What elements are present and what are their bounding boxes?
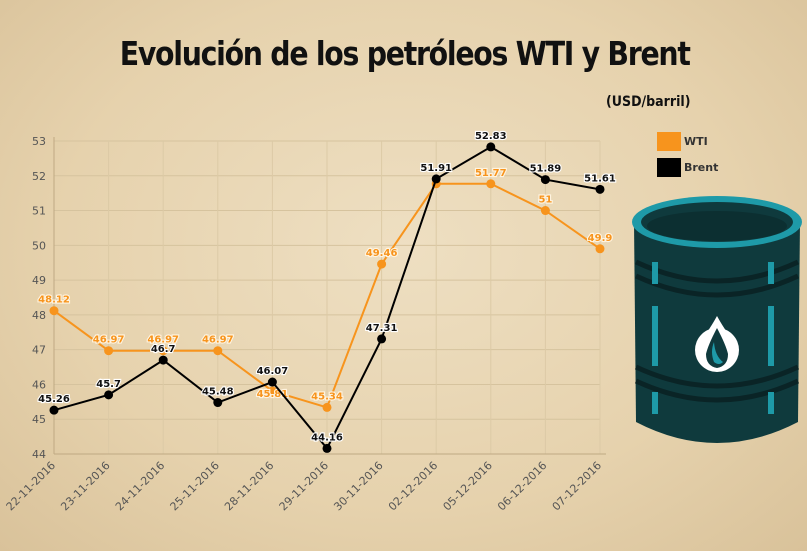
data-point: [486, 179, 496, 189]
legend-label-brent: Brent: [684, 160, 719, 174]
oil-drop-icon: [695, 316, 739, 372]
data-point: [322, 402, 332, 412]
series-brent: 45.26 45.7 46.7 45.48 46.07 44.16 47.31 51.91 52…: [37, 130, 617, 453]
legend: WTI Brent: [657, 128, 718, 180]
legend-label-wti: WTI: [684, 134, 708, 148]
x-tick-label: 23-11-2016: [58, 459, 112, 513]
data-point: [595, 184, 605, 194]
data-point: [213, 346, 223, 356]
gridlines: 44 45 46 47 48 49 50 51 52 53: [32, 135, 606, 461]
x-tick-label: 29-11-2016: [277, 459, 331, 513]
data-label: 46.97: [147, 335, 179, 346]
data-point: [158, 355, 168, 365]
data-label: 45.34: [311, 391, 343, 402]
data-point: [104, 390, 114, 400]
data-label: 45.26: [38, 394, 70, 405]
legend-item-wti: WTI: [657, 128, 718, 154]
data-point: [158, 346, 168, 356]
chart-title: Evolución de los petróleos WTI y Brent: [119, 34, 691, 73]
data-point: [49, 306, 59, 316]
y-tick-label: 50: [32, 239, 46, 252]
data-label: 46.07: [257, 366, 289, 377]
data-point: [104, 346, 114, 356]
data-point: [486, 142, 496, 152]
data-label: 51: [538, 195, 552, 206]
x-tick-label: 22-11-2016: [4, 459, 58, 513]
barrel-top: [632, 196, 802, 248]
x-tick-label: 06-12-2016: [495, 459, 549, 513]
legend-swatch-brent: [657, 157, 681, 177]
data-label: 46.97: [93, 335, 125, 346]
data-label: 51.89: [530, 164, 562, 175]
y-tick-label: 44: [32, 448, 46, 461]
data-label: 51.77: [475, 168, 507, 179]
data-label: 45.7: [96, 379, 121, 390]
data-point: [540, 175, 550, 185]
data-point: [377, 259, 387, 269]
data-label: 49.9: [588, 233, 613, 244]
x-tick-label: 25-11-2016: [168, 459, 222, 513]
unit-label: (USD/barril): [606, 94, 691, 110]
y-tick-label: 47: [32, 344, 46, 357]
y-tick-label: 52: [32, 170, 46, 183]
y-tick-label: 49: [32, 274, 46, 287]
x-tick-label: 07-12-2016: [550, 459, 604, 513]
x-tick-label: 30-11-2016: [331, 459, 385, 513]
x-tick-label: 02-12-2016: [386, 459, 440, 513]
data-label: 49.46: [366, 248, 398, 259]
y-tick-label: 51: [32, 205, 46, 218]
data-point: [213, 398, 223, 408]
y-tick-label: 48: [32, 309, 46, 322]
data-label: 45.48: [202, 387, 234, 398]
data-label: 48.12: [38, 295, 70, 306]
data-point: [377, 334, 387, 344]
data-label: 52.83: [475, 131, 507, 142]
x-tick-label: 28-11-2016: [222, 459, 276, 513]
legend-item-brent: Brent: [657, 154, 718, 180]
data-label: 47.31: [366, 323, 398, 334]
data-point: [322, 443, 332, 453]
data-point: [595, 244, 605, 254]
data-point: [267, 377, 277, 387]
data-label: 44.16: [311, 432, 343, 443]
data-label: 51.91: [420, 163, 452, 174]
y-tick-label: 46: [32, 378, 46, 391]
oil-barrel-icon: [632, 196, 802, 443]
data-label: 46.7: [151, 344, 176, 355]
y-tick-label: 45: [32, 413, 46, 426]
y-tick-label: 53: [32, 135, 46, 148]
x-tick-label: 05-12-2016: [441, 459, 495, 513]
data-label: 46.97: [202, 335, 234, 346]
data-label: 51.61: [584, 173, 616, 184]
x-tick-label: 24-11-2016: [113, 459, 167, 513]
data-point: [540, 206, 550, 216]
legend-swatch-wti: [657, 131, 681, 151]
data-point: [267, 386, 277, 396]
line-chart: 44 45 46 47 48 49 50 51 52 53 22-11-2016 23-11-2016…: [4, 130, 617, 514]
data-point: [49, 405, 59, 415]
data-point: [431, 174, 441, 184]
